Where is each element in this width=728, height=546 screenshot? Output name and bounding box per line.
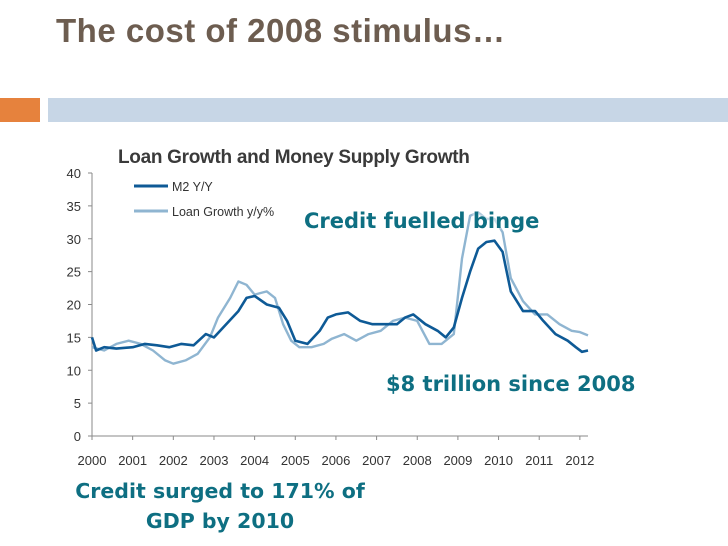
y-tick-label: 40 (67, 166, 81, 181)
slide-title: The cost of 2008 stimulus… (56, 12, 506, 49)
y-tick-label: 20 (67, 298, 81, 313)
x-tick-label: 2010 (484, 453, 513, 468)
y-tick-label: 0 (74, 429, 81, 444)
y-tick-label: 5 (74, 396, 81, 411)
title-rule-accent (0, 98, 40, 122)
x-tick-label: 2006 (321, 453, 350, 468)
x-tick-label: 2005 (281, 453, 310, 468)
series-line-loan-growth (91, 211, 589, 365)
x-tick-label: 2007 (362, 453, 391, 468)
x-tick-label: 2002 (159, 453, 188, 468)
annotation-credit-binge: Credit fuelled binge (304, 209, 540, 233)
legend-label: M2 Y/Y (172, 180, 213, 194)
x-tick-label: 2008 (403, 453, 432, 468)
y-tick-label: 35 (67, 199, 81, 214)
x-tick-label: 2009 (443, 453, 472, 468)
y-tick-label: 10 (67, 363, 81, 378)
legend-label: Loan Growth y/y% (172, 205, 274, 219)
annotation-credit-gdp-line1: Credit surged to 171% of (75, 479, 365, 503)
x-tick-label: 2001 (118, 453, 147, 468)
y-tick-label: 25 (67, 265, 81, 280)
annotation-credit-gdp-line2: GDP by 2010 (145, 509, 295, 533)
annotation-credit-gdp: Credit surged to 171% of GDP by 2010 (40, 476, 400, 536)
y-tick-label: 15 (67, 330, 81, 345)
series-line-m2 (90, 239, 589, 354)
chart-legend: M2 Y/Y Loan Growth y/y% (134, 180, 274, 219)
title-rule (48, 98, 728, 122)
x-tick-label: 2004 (240, 453, 269, 468)
x-tick-label: 2003 (200, 453, 229, 468)
x-tick-label: 2011 (525, 453, 553, 468)
x-tick-label: 2012 (565, 453, 594, 468)
chart-title: Loan Growth and Money Supply Growth (118, 147, 470, 168)
chart-axes: 0 5 10 15 20 25 30 35 40 2000 2001 2002 2003 2004 2005… (67, 166, 595, 468)
annotation-8-trillion: $8 trillion since 2008 (386, 372, 636, 396)
chart-series (90, 211, 589, 365)
x-tick-label: 2000 (78, 453, 107, 468)
y-tick-label: 30 (67, 232, 81, 247)
